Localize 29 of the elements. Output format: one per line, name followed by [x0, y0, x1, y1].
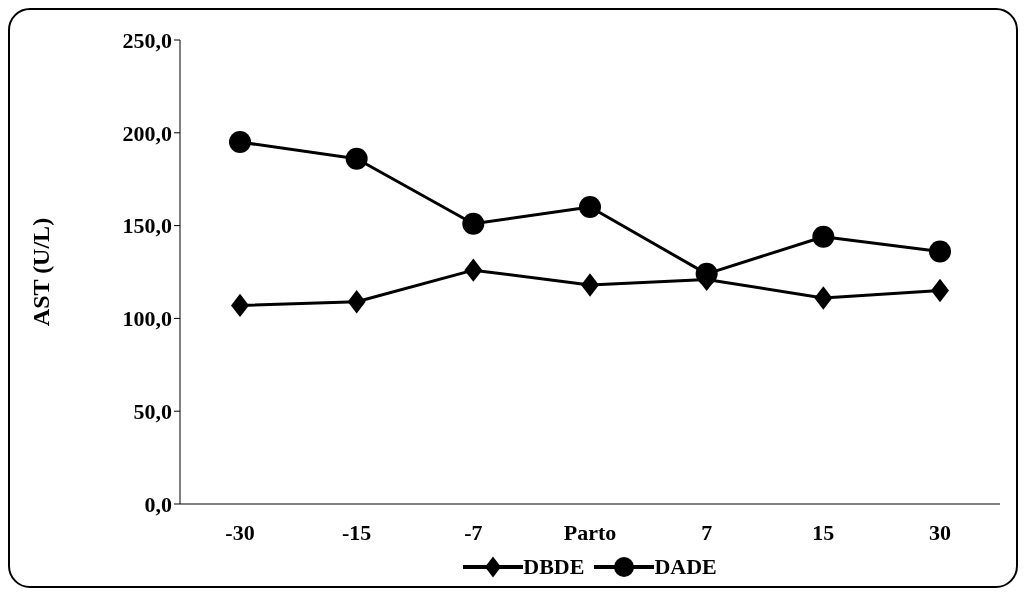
point	[345, 147, 368, 170]
point	[462, 212, 485, 235]
point	[931, 278, 949, 303]
x-tick-label: Parto	[563, 519, 617, 545]
point	[464, 258, 483, 282]
x-tick-label: 7	[701, 519, 713, 545]
x-tick-label: -15	[342, 519, 372, 545]
point	[229, 131, 251, 154]
legend-label: DADE	[654, 554, 717, 580]
point	[814, 286, 833, 310]
point	[695, 262, 718, 285]
x-tick-label: 15	[812, 519, 835, 545]
legend-label: DBDE	[523, 554, 585, 580]
point	[581, 273, 599, 297]
y-tick-label: 200,0	[122, 120, 172, 146]
x-tick-label: 30	[929, 519, 951, 545]
point	[929, 240, 951, 263]
point	[812, 225, 835, 248]
y-tick-label: 0,0	[144, 491, 172, 517]
y-axis-title: AST (U/L)	[27, 217, 54, 327]
point	[231, 293, 249, 318]
x-tick-label: -7	[464, 519, 483, 545]
y-tick-label: 250,0	[122, 27, 172, 53]
y-tick-label: 50,0	[133, 399, 172, 425]
point	[347, 290, 366, 314]
y-tick-label: 150,0	[122, 213, 172, 239]
point	[579, 196, 601, 219]
x-tick-label: -30	[225, 519, 255, 545]
y-tick-label: 100,0	[122, 306, 172, 332]
